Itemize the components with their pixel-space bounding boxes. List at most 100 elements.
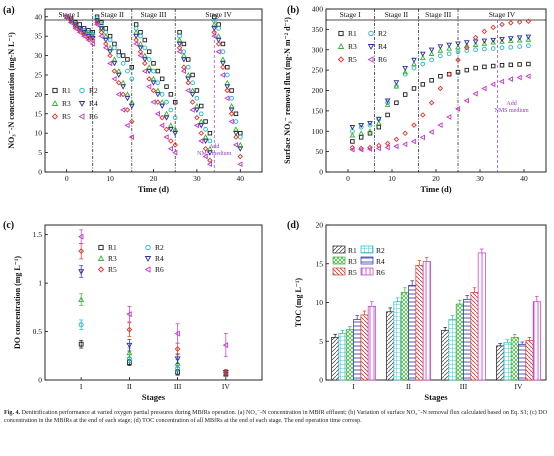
- legend-label: R1: [348, 246, 357, 255]
- data-point: [446, 51, 452, 57]
- data-point: [455, 44, 461, 50]
- data-point: [349, 125, 356, 131]
- bar: [532, 301, 541, 381]
- legend-label: R1: [108, 243, 117, 252]
- y-tick-label: 25: [35, 70, 43, 79]
- data-point: [189, 87, 196, 93]
- data-point: [146, 57, 152, 62]
- caption-label: Fig. 4.: [4, 410, 21, 416]
- data-point: [189, 92, 196, 98]
- data-point: [72, 22, 79, 28]
- data-point: [124, 91, 131, 97]
- data-point: [190, 80, 195, 86]
- data-point: [446, 71, 452, 77]
- series-R2: [350, 43, 531, 134]
- panel-label: (d): [287, 220, 299, 231]
- data-point: [516, 19, 523, 25]
- bar: [477, 252, 486, 381]
- x-category-label: I: [352, 382, 355, 391]
- data-point: [203, 126, 208, 132]
- data-point: [516, 74, 522, 81]
- y-tick-label: 15: [35, 109, 43, 118]
- data-point: [411, 65, 417, 71]
- data-point: [238, 130, 243, 136]
- data-point: [464, 48, 470, 53]
- data-point: [490, 24, 496, 31]
- data-point: [229, 88, 234, 93]
- data-point: [411, 57, 417, 63]
- legend-label: R2: [89, 86, 98, 95]
- data-point: [198, 138, 204, 144]
- data-point: [120, 84, 126, 90]
- legend-marker: [144, 256, 152, 262]
- data-point: [181, 41, 187, 47]
- annotation-text: NMS medium: [495, 108, 530, 114]
- data-point: [349, 146, 355, 153]
- data-point: [229, 95, 234, 101]
- data-point: [124, 122, 130, 129]
- data-point: [68, 17, 74, 24]
- data-point: [526, 61, 531, 67]
- data-point: [446, 45, 453, 51]
- data-point: [68, 19, 74, 26]
- caption-text: Denitrification performance at varied ox…: [4, 410, 548, 425]
- data-point: [517, 62, 522, 67]
- data-point: [150, 99, 156, 106]
- legend-marker: [51, 100, 59, 106]
- stage-label: Stage I: [58, 10, 80, 19]
- data-point: [78, 341, 84, 347]
- y-tick-label: 15: [316, 259, 324, 268]
- data-point: [168, 92, 174, 97]
- data-point: [410, 138, 417, 145]
- series-R6: [349, 73, 531, 153]
- data-point: [228, 111, 235, 117]
- data-point: [107, 37, 113, 43]
- y-tick-label: 400: [312, 5, 324, 14]
- data-point: [224, 84, 231, 90]
- plot-frame: [325, 8, 547, 173]
- data-point: [154, 110, 160, 117]
- data-point: [516, 35, 523, 41]
- data-point: [107, 60, 113, 67]
- data-point: [133, 34, 140, 40]
- y-tick-label: 35: [35, 32, 43, 41]
- data-point: [384, 101, 391, 107]
- data-point: [137, 52, 143, 59]
- data-point: [115, 68, 122, 74]
- data-point: [78, 322, 84, 328]
- data-point: [437, 47, 444, 53]
- legend-marker: [368, 30, 374, 37]
- legend-label: R1: [348, 29, 357, 38]
- data-point: [202, 145, 209, 152]
- data-point: [155, 99, 161, 105]
- y-tick-label: 10: [316, 298, 324, 307]
- data-point: [138, 30, 143, 35]
- data-point: [215, 37, 222, 44]
- data-point: [150, 87, 157, 94]
- data-point: [202, 138, 209, 144]
- data-point: [181, 57, 187, 63]
- data-point: [176, 37, 183, 43]
- data-point: [438, 74, 443, 79]
- y-tick-label: 0: [38, 376, 42, 385]
- data-point: [220, 56, 226, 62]
- x-tick-label: 0: [65, 174, 69, 183]
- data-point: [98, 29, 105, 36]
- legend-R2: R2: [360, 245, 385, 255]
- data-point: [116, 49, 122, 54]
- legend-marker: [52, 87, 58, 94]
- y-axis-label: NO₃⁻-N concentration (mg-N L⁻¹): [7, 32, 16, 149]
- data-point: [159, 103, 166, 110]
- legend-label: R1: [62, 86, 71, 95]
- bar: [496, 345, 505, 381]
- data-point: [137, 45, 144, 51]
- y-tick-label: 1.5: [33, 230, 43, 239]
- stage-label: Stage IV: [489, 10, 516, 19]
- data-point: [233, 134, 239, 140]
- data-point: [102, 44, 108, 51]
- y-tick-label: 5: [38, 148, 42, 157]
- x-tick-label: 30: [476, 174, 484, 183]
- data-point: [120, 107, 126, 113]
- data-point: [124, 107, 131, 113]
- data-point: [133, 29, 140, 35]
